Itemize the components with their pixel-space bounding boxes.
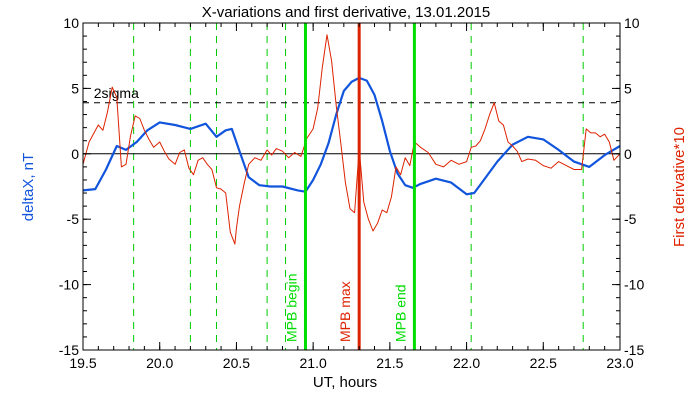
plot-frame <box>82 22 621 351</box>
x-tick-label-7: 23.0 <box>606 355 633 371</box>
y-tick-label-right-3: 0 <box>624 146 632 162</box>
y-tick-label-right-5: 10 <box>624 15 640 31</box>
plot-area: 2sigma MPB begin MPB max MPB end 19.5 20.0 20.… <box>59 15 645 371</box>
series-deltax-line <box>82 76 621 196</box>
x-tick-label-2: 20.5 <box>223 355 250 371</box>
y-tick-label-right-1: -10 <box>624 277 644 293</box>
x-axis-label: UT, hours <box>313 374 377 391</box>
chart-title: X-variations and first derivative, 13.01… <box>202 4 491 21</box>
x-tick-label-4: 21.5 <box>376 355 403 371</box>
x-tick-label-5: 22.0 <box>453 355 480 371</box>
y-tick-label-left-5: 10 <box>63 15 79 31</box>
y-tick-label-right-0: -15 <box>624 342 644 358</box>
x-tick-label-3: 21.0 <box>300 355 327 371</box>
marker-label-mpb-max: MPB max <box>337 281 353 342</box>
y-axis-label-right: First derivative*10 <box>671 127 688 247</box>
x-tick-label-1: 20.0 <box>146 355 173 371</box>
y-tick-label-left-4: 5 <box>71 80 79 96</box>
y-tick-label-left-2: -5 <box>67 211 80 227</box>
y-tick-label-left-0: -15 <box>59 342 79 358</box>
y-tick-label-right-2: -5 <box>624 211 637 227</box>
y-tick-label-left-3: 0 <box>71 146 79 162</box>
marker-label-mpb-end: MPB end <box>392 284 408 342</box>
x-tick-label-0: 19.5 <box>69 355 96 371</box>
x-tick-label-6: 22.5 <box>530 355 557 371</box>
series-derivative-line <box>82 34 621 245</box>
threshold-2sigma-label: 2sigma <box>94 85 139 101</box>
y-tick-label-right-4: 5 <box>624 80 632 96</box>
y-axis-label-left: deltaX, nT <box>20 153 37 221</box>
y-tick-label-left-1: -10 <box>59 277 79 293</box>
marker-label-mpb-begin: MPB begin <box>283 274 299 342</box>
